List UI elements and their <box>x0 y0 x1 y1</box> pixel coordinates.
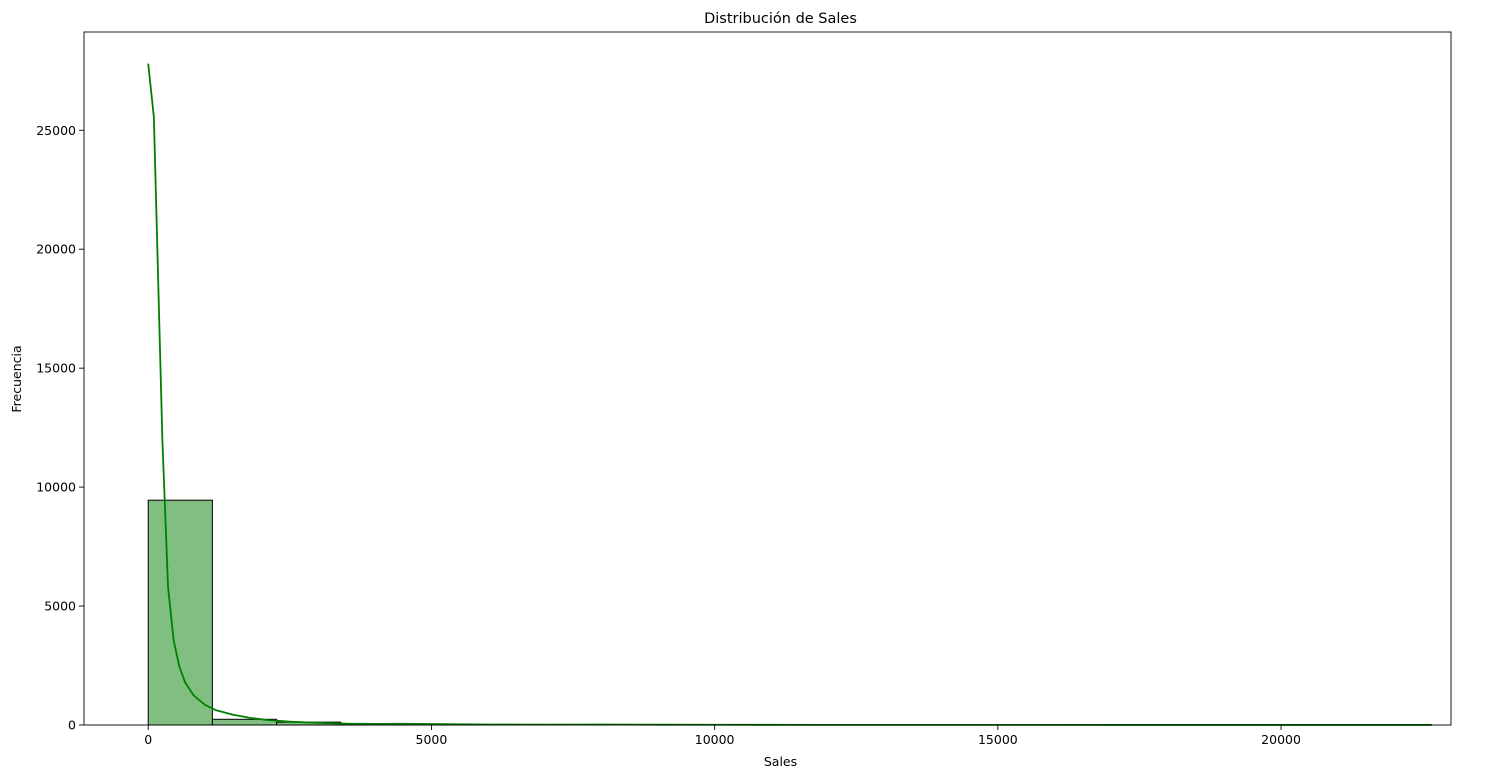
y-tick-label: 20000 <box>36 242 76 257</box>
y-tick-label: 25000 <box>36 123 76 138</box>
y-axis-ticks: 0 5000 10000 15000 20000 25000 <box>36 123 84 733</box>
x-tick-label: 5000 <box>416 732 448 747</box>
x-axis-ticks: 0 5000 10000 15000 20000 <box>144 725 1301 747</box>
plot-frame <box>83 31 1452 726</box>
plot-area <box>84 32 1451 725</box>
y-axis-label: Frecuencia <box>9 345 24 412</box>
x-axis-label: Sales <box>764 754 797 769</box>
y-tick-label: 0 <box>68 718 76 733</box>
y-tick-label: 5000 <box>44 599 76 614</box>
x-tick-label: 15000 <box>978 732 1018 747</box>
x-tick-label: 20000 <box>1261 732 1301 747</box>
x-tick-label: 10000 <box>695 732 735 747</box>
chart-title: Distribución de Sales <box>704 11 857 27</box>
y-tick-label: 10000 <box>36 480 76 495</box>
histogram-bar <box>147 499 213 726</box>
y-tick-label: 15000 <box>36 361 76 376</box>
x-tick-label: 0 <box>144 732 152 747</box>
